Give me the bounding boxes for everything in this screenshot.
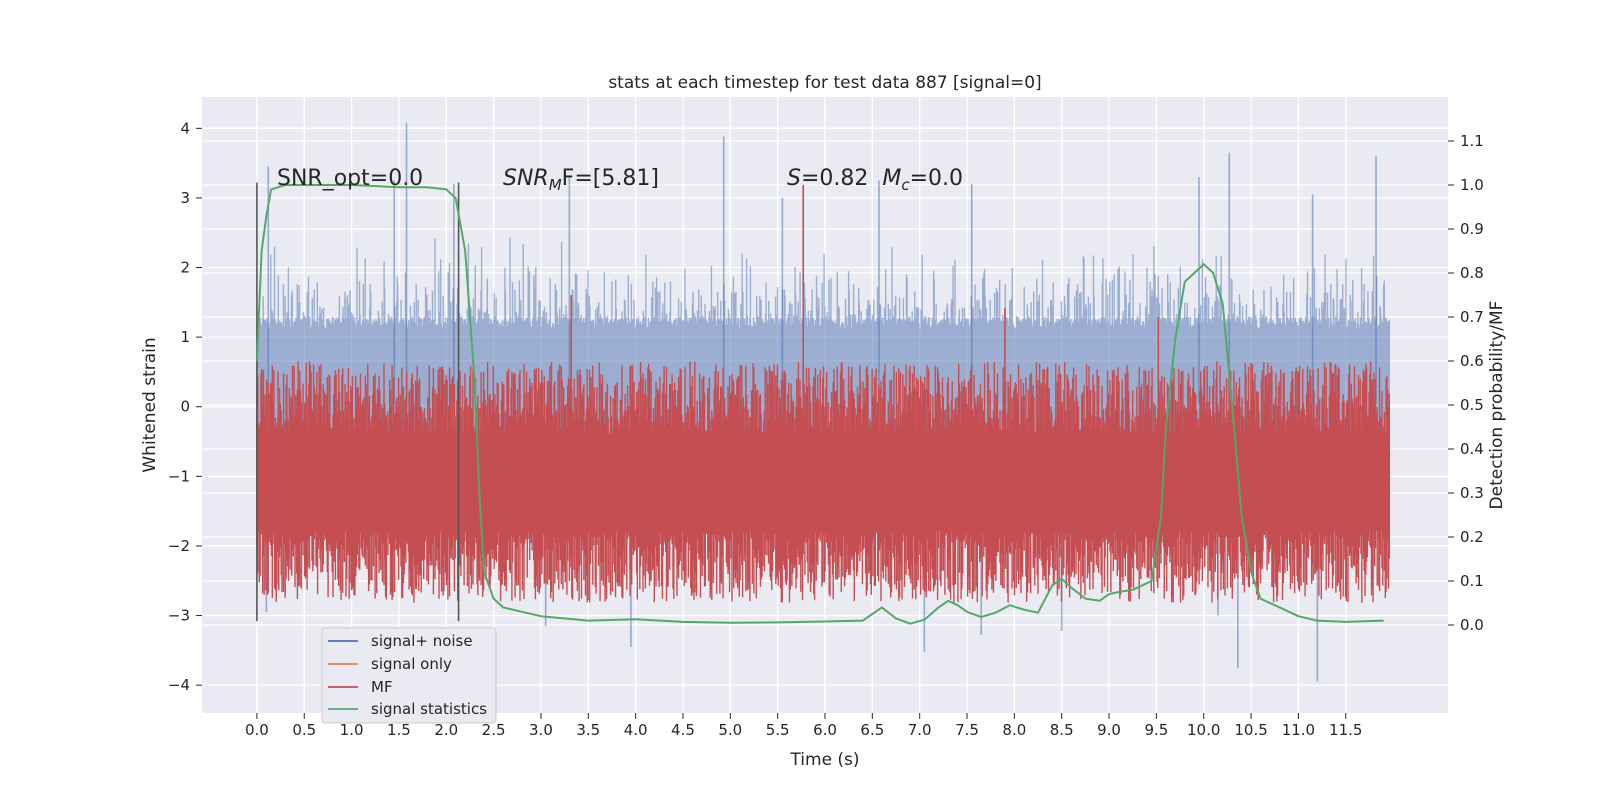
y-tick-label: 3 [180,189,190,207]
y-tick-label: 1 [180,328,190,346]
annotation-snr-mf-value: F=[5.81] [562,166,659,191]
y2-tick-label: 0.1 [1460,572,1484,590]
x-tick-label: 8.0 [1002,721,1026,739]
signal-statistics-line [255,184,1384,625]
y-axis-label: Whitened strain [140,337,160,472]
legend-label-signal-statistics: signal statistics [371,700,487,718]
annotation-s-value: =0.82 [801,166,868,191]
x-tick-label: 2.5 [482,721,506,739]
legend-label-signal-noise: signal+ noise [371,632,473,650]
x-tick-label: 0.5 [292,721,316,739]
y2-tick-label: 0.7 [1460,308,1484,326]
y-tick-label: −2 [168,537,190,555]
x-tick-label: 6.5 [860,721,884,739]
x-tick-label: 3.0 [529,721,553,739]
x-tick-label: 4.0 [624,721,648,739]
y-tick-label: −4 [168,676,190,694]
x-axis-ticks: 0.0 0.5 1.0 1.5 2.0 2.5 3.0 3.5 4.0 4.5 5.0 5.5 6.0 6… [245,713,1362,739]
y2-tick-label: 1.0 [1460,176,1484,194]
x-tick-label: 8.5 [1050,721,1074,739]
y2-tick-label: 0.5 [1460,396,1484,414]
legend-label-signal-only: signal only [371,655,452,673]
signal-statistics-series [255,184,1384,625]
y-axis-ticks: 4 3 2 1 0 −1 −2 −3 −4 [168,119,202,694]
annotation-s-symbol: S [787,166,801,191]
y2-tick-label: 0.8 [1460,264,1484,282]
x-tick-label: 5.0 [718,721,742,739]
x-tick-label: 0.0 [245,721,269,739]
vertical-markers [256,182,460,622]
y2-tick-label: 0.3 [1460,484,1484,502]
y2-tick-label: 1.1 [1460,132,1484,150]
annotation-snr-mf-subscript: M [549,176,562,194]
chart-title: stats at each timestep for test data 887… [608,73,1041,93]
annotation-s-mc: S=0.82 Mc=0.0 [787,166,963,194]
x-tick-label: 6.0 [813,721,837,739]
annotation-mc-subscript: c [901,176,910,194]
legend: signal+ noise signal only MF signal stat… [321,627,497,724]
x-tick-label: 1.5 [387,721,411,739]
y2-axis-label: Detection probability/MF [1487,301,1507,510]
y-tick-label: 0 [180,398,190,416]
x-tick-label: 1.0 [340,721,364,739]
x-tick-label: 11.0 [1282,721,1315,739]
x-tick-label: 7.0 [908,721,932,739]
y-tick-label: −1 [168,467,190,485]
x-tick-label: 2.0 [434,721,458,739]
y2-axis-ticks: 1.1 1.0 0.9 0.8 0.7 0.6 0.5 0.4 0.3 0.2 0.1 0.0 [1448,132,1484,634]
x-tick-label: 7.5 [955,721,979,739]
annotation-snr-opt: SNR_opt=0.0 [277,166,423,191]
y2-tick-label: 0.0 [1460,616,1484,634]
y-tick-label: −3 [168,607,190,625]
x-tick-label: 9.0 [1097,721,1121,739]
y-tick-label: 2 [180,259,190,277]
annotation-snr-mf-symbol: SNR [503,166,549,191]
x-tick-label: 3.5 [576,721,600,739]
x-tick-label: 9.5 [1144,721,1168,739]
legend-box [321,627,497,724]
y2-tick-label: 0.6 [1460,352,1484,370]
annotation-mc-value: =0.0 [910,166,963,191]
y-tick-label: 4 [180,119,190,137]
x-tick-label: 4.5 [671,721,695,739]
x-axis-label: Time (s) [789,750,859,770]
y2-tick-label: 0.4 [1460,440,1484,458]
annotation-mc-symbol: M [882,166,901,191]
x-tick-label: 11.5 [1329,721,1362,739]
x-tick-label: 10.5 [1234,721,1267,739]
x-tick-label: 10.0 [1187,721,1220,739]
legend-label-mf: MF [371,678,393,696]
y2-tick-label: 0.2 [1460,528,1484,546]
y2-tick-label: 0.9 [1460,220,1484,238]
annotation-snr-mf: SNRMF=[5.81] [503,166,659,194]
x-tick-label: 5.5 [766,721,790,739]
